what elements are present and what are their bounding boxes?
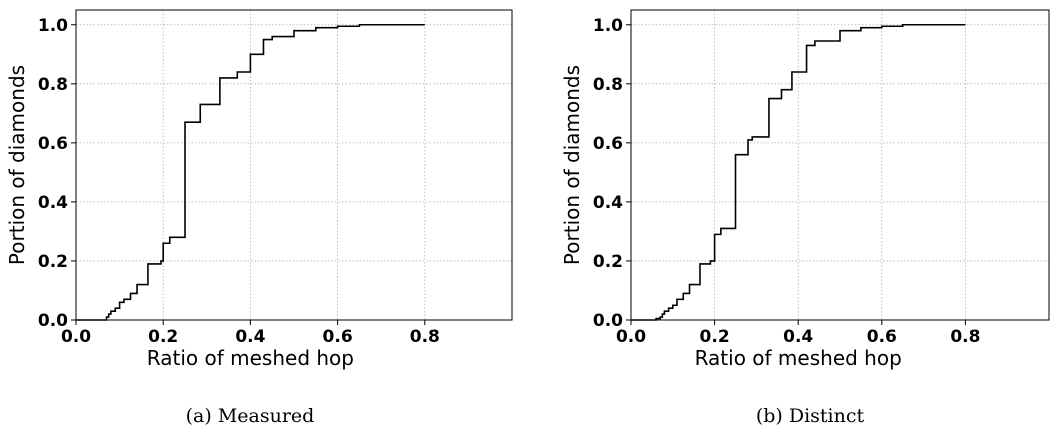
plot-frame (630, 9, 1050, 321)
y-tick-label: 0.4 (593, 193, 623, 213)
x-tick-label: 0.4 (783, 327, 813, 347)
y-tick-label: 0.6 (593, 134, 623, 154)
x-axis-title: Ratio of meshed hop (147, 346, 354, 370)
plot-frame (75, 9, 513, 321)
y-axis-title: Portion of diamonds (5, 65, 29, 265)
y-tick-label: 0.8 (593, 75, 623, 95)
x-tick-label: 0.0 (61, 327, 91, 347)
x-tick-label: 0.6 (323, 327, 353, 347)
y-tick-label: 0.4 (38, 193, 68, 213)
y-tick-label: 0.0 (38, 311, 68, 331)
x-tick-label: 0.6 (867, 327, 897, 347)
y-tick-label: 0.6 (38, 134, 68, 154)
y-tick-label: 0.8 (38, 75, 68, 95)
x-tick-label: 0.4 (235, 327, 265, 347)
y-tick-label: 1.0 (38, 16, 68, 36)
x-tick-label: 0.2 (700, 327, 730, 347)
y-tick-label: 0.0 (593, 311, 623, 331)
x-tick-label: 0.8 (410, 327, 440, 347)
subfigure-caption: (b) Distinct (756, 405, 865, 427)
y-tick-label: 0.2 (593, 252, 623, 272)
x-tick-label: 0.0 (616, 327, 646, 347)
chart-panel-1: 0.0 0.2 0.4 0.6 0.8 0.0 0.2 0.4 0.6 0.8 1.0 Ratio o… (560, 9, 1050, 427)
x-axis-title: Ratio of meshed hop (695, 346, 902, 370)
subfigure-caption: (a) Measured (186, 405, 315, 427)
y-tick-label: 0.2 (38, 252, 68, 272)
x-tick-label: 0.2 (148, 327, 178, 347)
ecdf-line (631, 23, 966, 321)
x-tick-label: 0.8 (950, 327, 980, 347)
ecdf-line (76, 23, 425, 321)
chart-panel-0: 0.0 0.2 0.4 0.6 0.8 0.0 0.2 0.4 0.6 0.8 1.0 Ratio o… (5, 9, 513, 427)
y-tick-label: 1.0 (593, 16, 623, 36)
y-axis-title: Portion of diamonds (560, 65, 584, 265)
